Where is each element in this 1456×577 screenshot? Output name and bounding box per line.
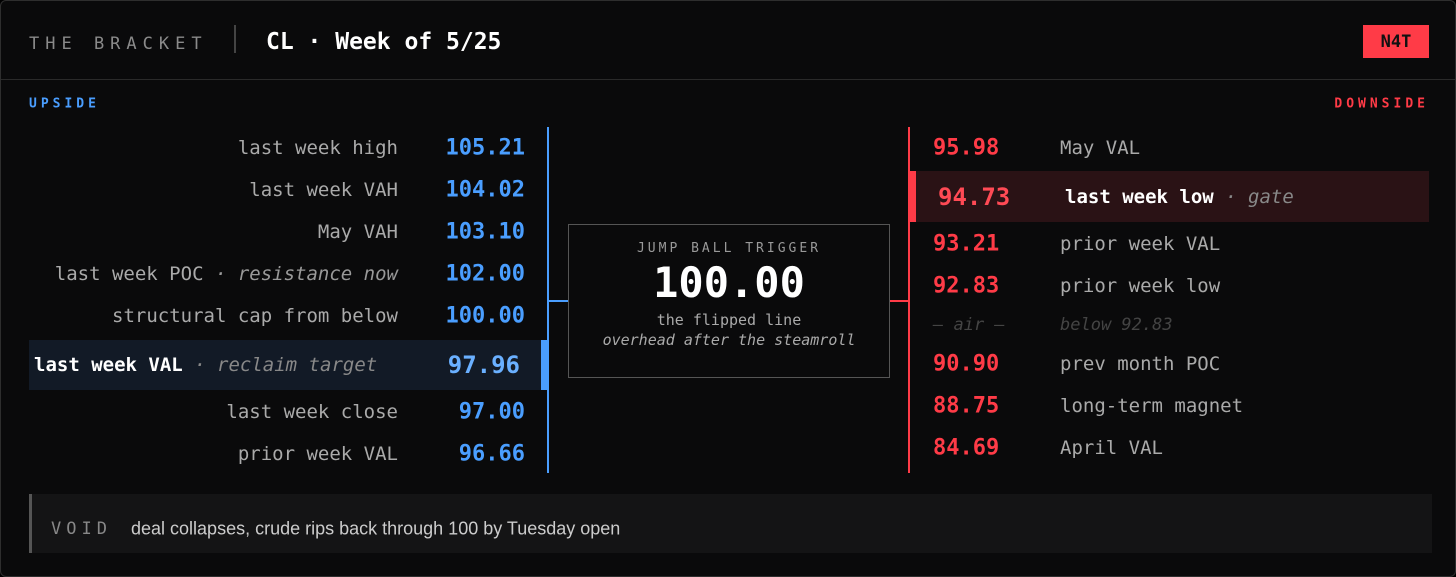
footer-text: deal collapses, crude rips back through … <box>131 518 621 539</box>
price: 94.73 <box>938 183 1011 211</box>
note: · gate <box>1225 186 1294 208</box>
trigger-note: overhead after the steamroll <box>602 331 856 349</box>
label: last week high <box>237 137 398 159</box>
trigger-price: 100.00 <box>653 258 805 307</box>
price: 95.98 <box>933 135 1000 161</box>
highlight-bar <box>909 171 916 222</box>
highlight-bar <box>541 340 547 390</box>
label: prior week VAL <box>237 443 398 465</box>
level-label: last week VAH <box>249 179 398 201</box>
divider <box>234 25 236 53</box>
air-label: below 92.83 <box>1060 315 1173 335</box>
price: 100.00 <box>445 303 525 329</box>
level-label: last week VAL · reclaim target <box>34 354 377 376</box>
level-label: last week close <box>226 401 398 423</box>
price: 96.66 <box>458 441 525 467</box>
note: · resistance now <box>214 263 398 285</box>
downside-rail <box>908 127 910 473</box>
upside-label: UPSIDE <box>29 96 100 112</box>
price: 105.21 <box>445 135 525 161</box>
price: 102.00 <box>445 261 525 287</box>
level-label: last week POC · resistance now <box>55 263 398 285</box>
label: last week VAH <box>249 179 398 201</box>
price: 97.00 <box>458 399 525 425</box>
note: · reclaim target <box>194 354 378 376</box>
price: 93.21 <box>933 231 1000 257</box>
price: 104.02 <box>445 177 525 203</box>
price: 88.75 <box>933 393 1000 419</box>
price: 103.10 <box>445 219 525 245</box>
upside-connector <box>548 300 568 302</box>
badge: N4T <box>1363 25 1429 58</box>
trigger-box: JUMP BALL TRIGGER 100.00 the flipped lin… <box>568 224 890 378</box>
title: THE BRACKET <box>29 34 208 54</box>
level-label: long-term magnet <box>1060 395 1244 417</box>
header-rule <box>1 79 1455 80</box>
level-label: prev month POC <box>1060 353 1221 375</box>
level-label: last week high <box>238 137 398 159</box>
level-label: prior week VAL <box>238 443 398 465</box>
footer <box>29 494 1432 553</box>
downside-label: DOWNSIDE <box>1334 96 1429 112</box>
level-label: structural cap from below <box>112 305 398 327</box>
price: 90.90 <box>933 351 1000 377</box>
trigger-label: JUMP BALL TRIGGER <box>636 241 822 256</box>
label: structural cap from below <box>112 305 398 327</box>
level-label: prior week low <box>1060 275 1221 297</box>
level-label: May VAH <box>318 221 398 243</box>
level-label: prior week VAL <box>1060 233 1221 255</box>
highlight-row <box>909 171 1429 222</box>
footer-label: VOID <box>51 519 112 539</box>
subtitle: CL · Week of 5/25 <box>266 29 502 55</box>
label: last week VAL <box>34 354 183 376</box>
label: last week POC <box>54 263 204 285</box>
label: last week low <box>1065 186 1214 208</box>
label: last week close <box>226 401 398 423</box>
label: May VAH <box>317 221 398 243</box>
price: 84.69 <box>933 435 1000 461</box>
downside-connector <box>889 300 909 302</box>
price: 97.96 <box>447 351 520 379</box>
highlight-row <box>29 340 547 390</box>
trigger-note: the flipped line <box>656 311 802 329</box>
air-marker: — air — <box>933 315 1005 335</box>
level-label: May VAL <box>1060 137 1141 159</box>
price: 92.83 <box>933 273 1000 299</box>
level-label: April VAL <box>1060 437 1163 459</box>
level-label: last week low · gate <box>1065 186 1294 208</box>
